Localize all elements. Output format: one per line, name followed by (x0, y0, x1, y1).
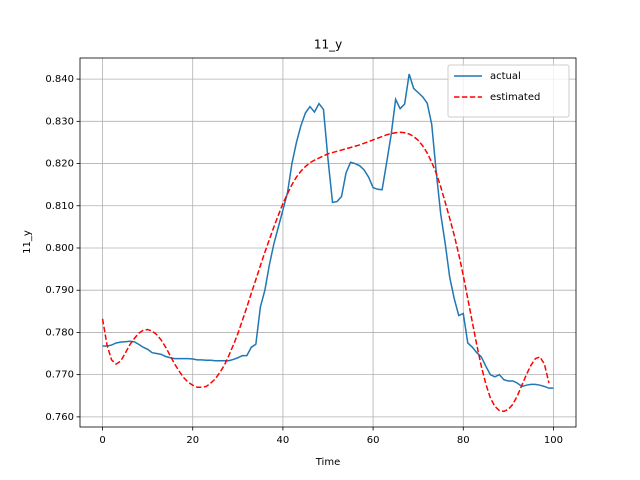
y-tick-label: 0.760 (45, 412, 74, 423)
y-tick-label: 0.820 (45, 159, 74, 170)
x-tick-label: 60 (367, 435, 380, 446)
chart-title: 11_y (314, 38, 342, 52)
series-line (102, 73, 554, 389)
x-tick-label: 20 (186, 435, 199, 446)
y-tick-label: 0.800 (45, 243, 74, 254)
legend-label: estimated (490, 92, 540, 103)
x-axis-label: Time (315, 457, 340, 468)
y-tick-label: 0.810 (45, 201, 74, 212)
y-tick-label: 0.790 (45, 285, 74, 296)
y-tick-label: 0.770 (45, 370, 74, 381)
x-tick-label: 40 (277, 435, 290, 446)
legend-box (447, 64, 570, 118)
y-tick-label: 0.780 (45, 327, 74, 338)
x-tick-label: 80 (457, 435, 470, 446)
y-axis-label: 11_y (22, 230, 33, 254)
x-tick-label: 100 (544, 435, 563, 446)
x-tick-label: 0 (99, 435, 105, 446)
series-line (101, 131, 550, 413)
legend-label: actual (490, 71, 521, 82)
y-tick-label: 0.830 (45, 116, 74, 127)
y-tick-label: 0.840 (45, 74, 74, 85)
plot-frame (79, 57, 577, 428)
